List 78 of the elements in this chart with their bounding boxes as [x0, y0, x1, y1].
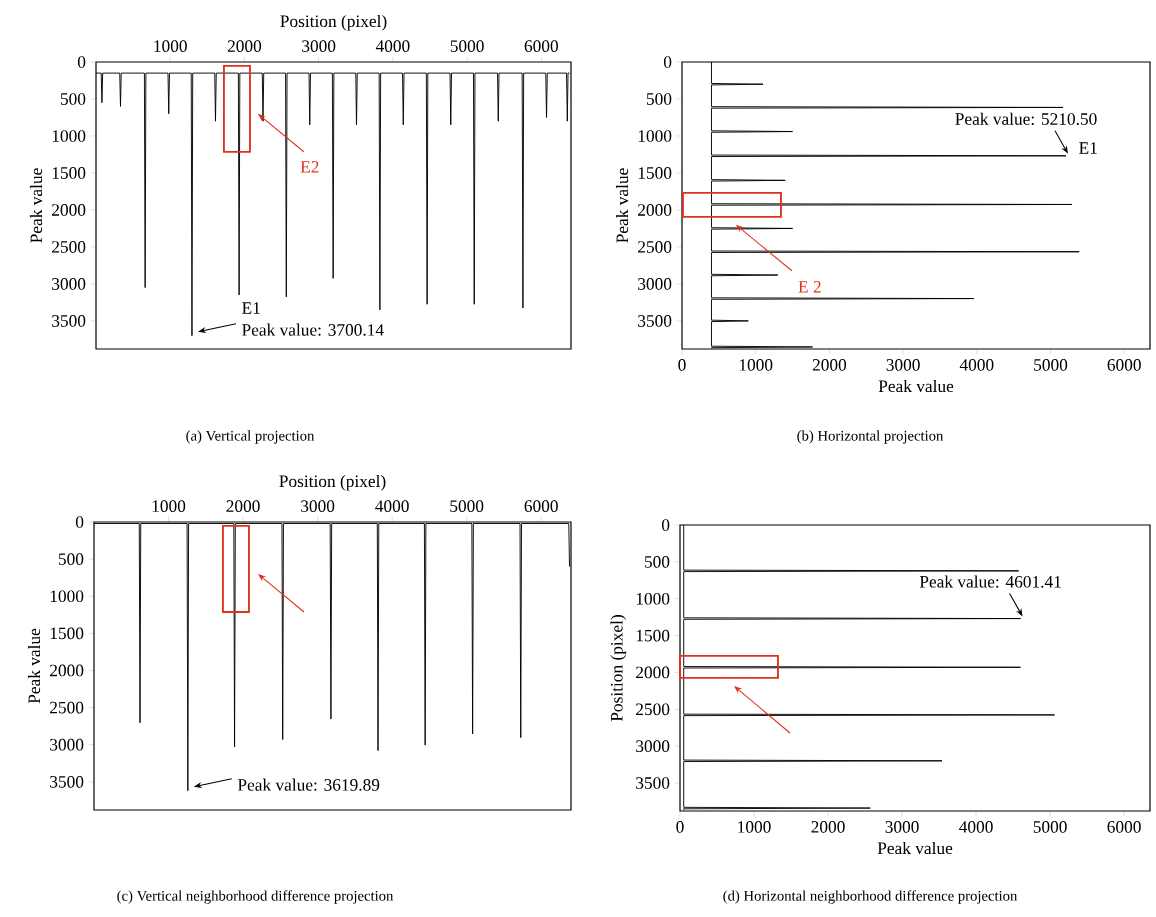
y-tick-label: 3500 [52, 315, 86, 327]
annotation: E2 [300, 161, 319, 173]
x-tick-label: 6000 [524, 500, 558, 512]
y-tick-label: 3500 [636, 777, 670, 789]
text: (a) Vertical projection [186, 430, 315, 444]
x-tick-label: 3000 [301, 500, 335, 512]
x-axis-title: Position (pixel) [279, 474, 386, 491]
y-tick-label: 1000 [50, 590, 84, 603]
x-tick-label: 4000 [959, 359, 994, 371]
y-tick-label: 2000 [636, 666, 670, 679]
x-tick-label: 6000 [524, 40, 558, 52]
x-axis-title: Peak value [878, 379, 954, 393]
x-tick-label: 2000 [227, 40, 262, 52]
y-tick-label: 2500 [638, 241, 672, 253]
y-tick-label: 500 [644, 556, 670, 568]
y-tick-label: 2500 [52, 241, 86, 253]
y-tick-label: 3500 [50, 775, 84, 788]
x-tick-label: 5000 [1034, 359, 1068, 371]
x-tick-label: 5000 [1033, 821, 1067, 833]
annotation: E1 [1079, 142, 1097, 154]
x-tick-label: 1000 [154, 40, 187, 52]
x-tick-label: 1000 [738, 821, 771, 833]
y-axis-title: Peak value [29, 168, 43, 243]
x-tick-label: 3000 [886, 359, 920, 371]
x-tick-label: 5000 [450, 40, 484, 52]
annotation: Peak value: 3619.89 [237, 778, 380, 791]
y-tick-label: 1500 [636, 629, 670, 642]
x-tick-label: 2000 [811, 821, 845, 833]
text: (c) Vertical neighborhood difference projection [117, 890, 394, 904]
annotation: Peak value: 4601.41 [919, 575, 1061, 588]
text: (b) Horizontal projection [797, 430, 944, 444]
y-tick-label: 2000 [50, 664, 84, 677]
y-tick-label: 1000 [636, 592, 670, 605]
text: (d) Horizontal neighborhood difference projection [723, 890, 1018, 904]
x-tick-label: 0 [678, 359, 686, 371]
x-axis-title: Position (pixel) [280, 14, 387, 31]
y-tick-label: 3000 [52, 278, 86, 290]
annotation: E1 [242, 302, 260, 314]
x-tick-label: 2000 [812, 359, 847, 371]
annotation: Peak value: 5210.50 [955, 112, 1097, 125]
y-tick-label: 2500 [50, 701, 84, 714]
y-tick-label: 500 [646, 93, 672, 105]
x-tick-label: 2000 [226, 500, 260, 512]
y-tick-label: 3000 [638, 278, 672, 290]
x-tick-label: 5000 [450, 500, 484, 512]
x-tick-label: 0 [676, 821, 684, 833]
x-tick-label: 4000 [375, 500, 409, 512]
x-axis-title: Peak value [877, 841, 953, 855]
y-tick-label: 0 [663, 56, 672, 68]
x-tick-label: 3000 [302, 40, 336, 52]
y-tick-label: 3000 [636, 740, 670, 752]
x-tick-label: 6000 [1107, 359, 1141, 371]
annotation: E 2 [798, 281, 821, 293]
y-tick-label: 1500 [638, 167, 672, 179]
x-tick-label: 1000 [739, 359, 773, 371]
x-tick-label: 1000 [152, 500, 186, 512]
y-axis-title: Peak value [615, 168, 629, 243]
x-tick-label: 4000 [375, 40, 410, 52]
y-tick-label: 2000 [52, 204, 86, 216]
y-tick-label: 500 [60, 93, 86, 105]
y-tick-label: 1000 [638, 130, 672, 142]
y-tick-label: 3500 [638, 315, 672, 327]
y-tick-label: 500 [58, 553, 84, 565]
y-axis-title: Position (pixel) [610, 615, 627, 722]
y-tick-label: 1000 [52, 130, 86, 142]
y-tick-label: 1500 [50, 627, 84, 640]
y-axis-title: Peak value [27, 628, 41, 704]
y-tick-label: 0 [77, 56, 86, 68]
y-tick-label: 2500 [636, 703, 670, 716]
x-tick-label: 4000 [959, 821, 993, 833]
x-tick-label: 3000 [885, 821, 919, 833]
x-tick-label: 6000 [1107, 821, 1141, 833]
y-tick-label: 0 [661, 519, 670, 531]
annotation: Peak value: 3700.14 [242, 323, 384, 336]
y-tick-label: 1500 [52, 167, 86, 179]
y-tick-label: 2000 [638, 204, 672, 216]
y-tick-label: 3000 [50, 738, 84, 751]
y-tick-label: 0 [75, 516, 84, 528]
